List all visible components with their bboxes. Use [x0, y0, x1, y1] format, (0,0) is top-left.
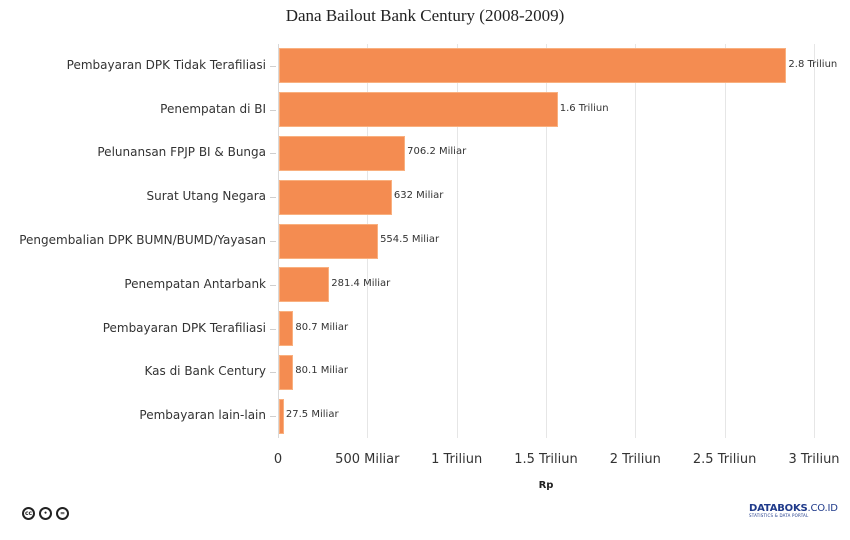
y-category-label: Surat Utang Negara: [146, 189, 266, 204]
brand-name: DATABOKS: [749, 503, 808, 514]
bar[interactable]: [279, 267, 330, 303]
bar-value-label: 80.7 Miliar: [295, 321, 349, 333]
y-tick: [270, 416, 276, 418]
y-category-label: Pengembalian DPK BUMN/BUMD/Yayasan: [19, 233, 266, 247]
bar[interactable]: [279, 354, 294, 390]
y-tick: [270, 109, 276, 111]
bar-value-label: 281.4 Miliar: [331, 277, 391, 289]
y-tick: [270, 65, 276, 67]
license-icons: cc • =: [22, 507, 69, 520]
x-tick-label: 500 Miliar: [335, 452, 400, 467]
x-axis-title: Rp: [538, 480, 554, 491]
bar[interactable]: [279, 223, 379, 259]
y-tick: [270, 328, 276, 330]
bar[interactable]: [279, 311, 294, 347]
databoks-logo[interactable]: DATABOKS.CO.ID STATISTICS & DATA PORTAL: [749, 503, 838, 518]
x-tick-label: 1.5 Triliun: [514, 452, 578, 467]
x-tick-label: 2.5 Triliun: [692, 452, 757, 467]
by-icon[interactable]: •: [39, 507, 52, 520]
y-category-label: Pembayaran DPK Tidak Terafiliasi: [66, 57, 266, 72]
y-category-label: Penempatan di BI: [160, 101, 266, 116]
y-category-label: Pembayaran DPK Terafiliasi: [102, 320, 266, 335]
bar[interactable]: [279, 398, 284, 434]
bar-value-label: 2.8 Triliun: [788, 58, 838, 70]
x-tick-label: 1 Triliun: [431, 452, 483, 467]
nd-icon[interactable]: =: [56, 507, 69, 520]
gridline: [814, 44, 815, 438]
bar[interactable]: [279, 92, 558, 128]
y-tick: [270, 284, 276, 286]
bar-value-label: 27.5 Miliar: [285, 409, 339, 421]
bar[interactable]: [279, 135, 406, 171]
chart-title: Dana Bailout Bank Century (2008-2009): [285, 6, 565, 25]
y-tick: [270, 197, 276, 199]
y-category-label: Penempatan Antarbank: [124, 276, 266, 291]
plot-area: 2.8 Triliun 1.6 Triliun 706.2 Miliar 632 Mi…: [278, 44, 837, 438]
bar-value-label: 706.2 Miliar: [407, 146, 467, 158]
gridline: [456, 44, 458, 438]
brand-domain: .CO.ID: [807, 503, 838, 514]
gridline: [546, 44, 547, 438]
y-tick: [270, 241, 276, 242]
x-tick-label: 2 Triliun: [609, 452, 661, 467]
bar-value-label: 80.1 Miliar: [295, 365, 348, 377]
y-category-label: Pelunansan FPJP BI & Bunga: [97, 145, 266, 160]
y-tick: [270, 372, 276, 374]
brand-tagline: STATISTICS & DATA PORTAL: [749, 513, 809, 518]
bar-value-label: 1.6 Triliun: [559, 102, 609, 114]
cc-icon[interactable]: cc: [22, 507, 35, 520]
x-tick-label: 3 Triliun: [788, 452, 840, 467]
bar-value-label: 554.5 Miliar: [380, 234, 440, 245]
y-category-label: Kas di Bank Century: [144, 364, 266, 379]
bar[interactable]: [279, 179, 392, 215]
bar[interactable]: [279, 48, 787, 84]
gridline: [724, 44, 726, 438]
x-tick-label: 0: [273, 452, 283, 467]
y-category-label: Pembayaran lain-lain: [139, 408, 266, 423]
y-tick: [270, 153, 276, 155]
bar-value-label: 632 Miliar: [393, 190, 444, 202]
gridline: [635, 44, 637, 438]
y-axis-line: [278, 44, 279, 438]
